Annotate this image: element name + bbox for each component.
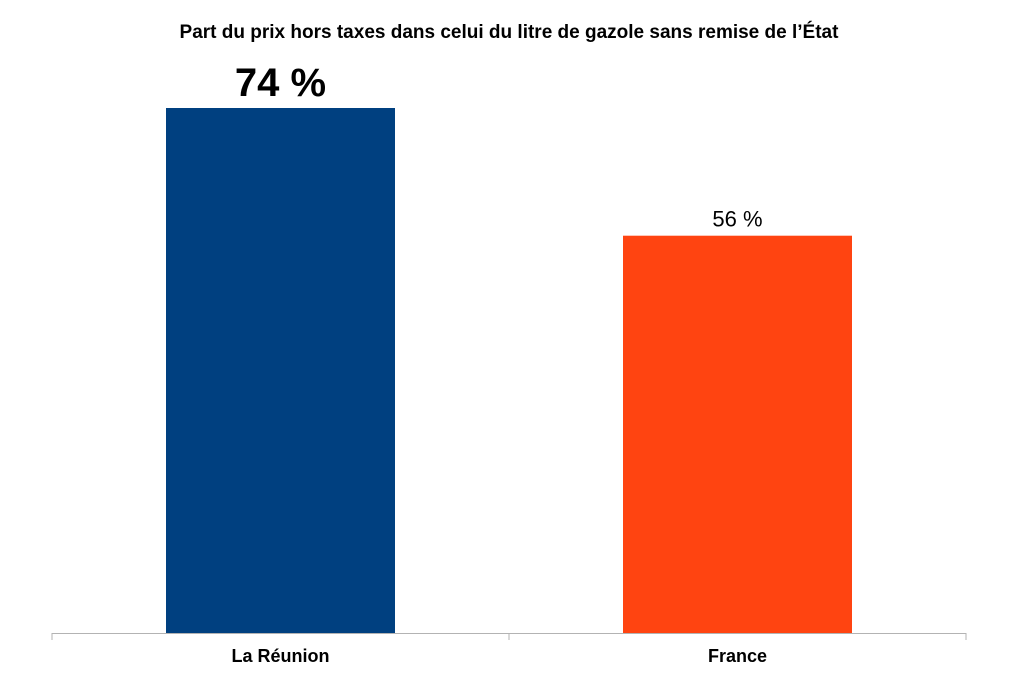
value-label-2: 56 % <box>712 207 762 232</box>
category-label-2: France <box>708 646 767 666</box>
x-axis <box>51 633 967 640</box>
value-labels-group: 74 % 56 % <box>235 61 763 232</box>
category-labels-group: La Réunion France <box>232 646 768 666</box>
category-label-1: La Réunion <box>232 646 330 666</box>
chart-title: Part du prix hors taxes dans celui du li… <box>180 21 840 43</box>
bars-group <box>166 108 852 633</box>
value-label-1: 74 % <box>235 61 326 105</box>
bar-2 <box>623 235 852 633</box>
bar-1 <box>166 108 395 633</box>
